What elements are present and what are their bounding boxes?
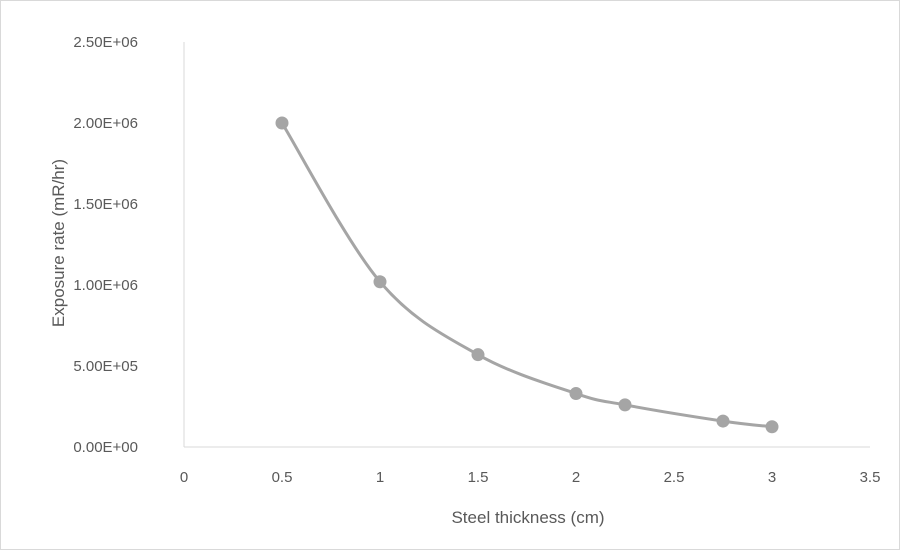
x-tick-label: 3.5: [860, 469, 881, 486]
plot-area: 0 0.5 1 1.5 2 2.5 3 3.5 0.00E+00 5.00E+05 1.00E+06…: [73, 34, 880, 486]
x-tick-label: 1.5: [468, 469, 489, 486]
y-tick-label: 2.50E+06: [73, 34, 138, 51]
series-line: [280, 121, 774, 429]
data-point: [275, 116, 289, 130]
data-point: [618, 398, 632, 412]
x-tick-label: 0: [180, 469, 188, 486]
data-point: [373, 275, 387, 289]
y-tick-label: 1.50E+06: [73, 196, 138, 213]
y-tick-label: 5.00E+05: [73, 358, 138, 375]
x-tick-label: 2: [572, 469, 580, 486]
data-point: [765, 420, 779, 434]
y-tick-label: 1.00E+06: [73, 277, 138, 294]
data-point: [716, 414, 730, 428]
data-point: [471, 348, 485, 362]
data-point: [569, 387, 583, 401]
x-axis-title: Steel thickness (cm): [451, 508, 604, 527]
x-tick-label: 1: [376, 469, 384, 486]
y-tick-label: 0.00E+00: [73, 439, 138, 456]
y-axis-title: Exposure rate (mR/hr): [49, 159, 68, 327]
x-tick-label: 0.5: [272, 469, 293, 486]
x-tick-label: 2.5: [664, 469, 685, 486]
y-tick-label: 2.00E+06: [73, 115, 138, 132]
x-tick-label: 3: [768, 469, 776, 486]
